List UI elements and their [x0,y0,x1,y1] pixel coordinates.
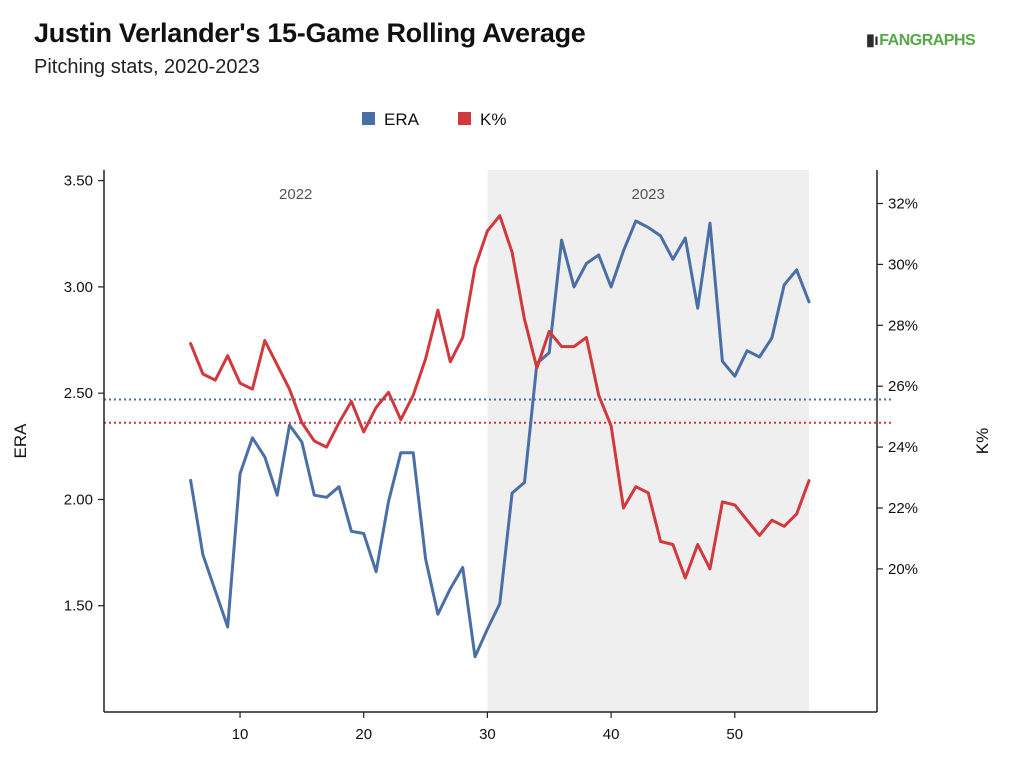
series-lines [189,214,811,659]
x-tick-label: 10 [232,726,249,743]
y-right-tick-label: 24% [888,439,918,456]
legend-label-era: ERA [384,110,420,129]
legend-swatch-kpct [458,112,471,125]
chart-title: Justin Verlander's 15-Game Rolling Avera… [34,18,586,48]
y-right-tick-label: 26% [888,378,918,395]
y-right-tick-label: 28% [888,317,918,334]
y-right-tick-label: 22% [888,500,918,517]
series-line-era [189,219,811,659]
x-tick-label: 50 [726,726,743,743]
x-tick-label: 20 [355,726,372,743]
y-left-tick-label: 2.50 [64,385,93,402]
fangraphs-logo-icon: ▮ı [866,32,879,49]
legend-label-kpct: K% [480,110,506,129]
fangraphs-logo-text: FANGRAPHS [879,32,976,49]
reference-lines [104,398,894,424]
x-tick-label: 30 [479,726,496,743]
y-right-tick-label: 32% [888,195,918,212]
legend: ERA K% [362,110,506,129]
fangraphs-logo: ▮ıFANGRAPHS [866,30,976,50]
region-2023-shade [487,170,809,712]
axes: 3.50 3.00 2.50 2.00 1.50 32% 30% 28% 26% 24% 22% 20… [11,170,992,743]
y-left-tick-label: 3.50 [64,173,93,190]
y-left-tick-label: 2.00 [64,491,93,508]
y-right-tick-label: 30% [888,256,918,273]
y-axis-right-label: K% [973,428,992,454]
region-label-2023: 2023 [632,186,665,203]
y-left-tick-label: 1.50 [64,598,93,615]
chart-subtitle: Pitching stats, 2020-2023 [34,56,260,78]
series-line-kpct [189,214,811,580]
y-left-tick-label: 3.00 [64,279,93,296]
region-label-2022: 2022 [279,186,312,203]
season-regions: 2022 2023 [279,170,809,712]
legend-swatch-era [362,112,375,125]
y-right-tick-label: 20% [888,561,918,578]
x-tick-label: 40 [603,726,620,743]
y-axis-left-label: ERA [11,423,30,459]
